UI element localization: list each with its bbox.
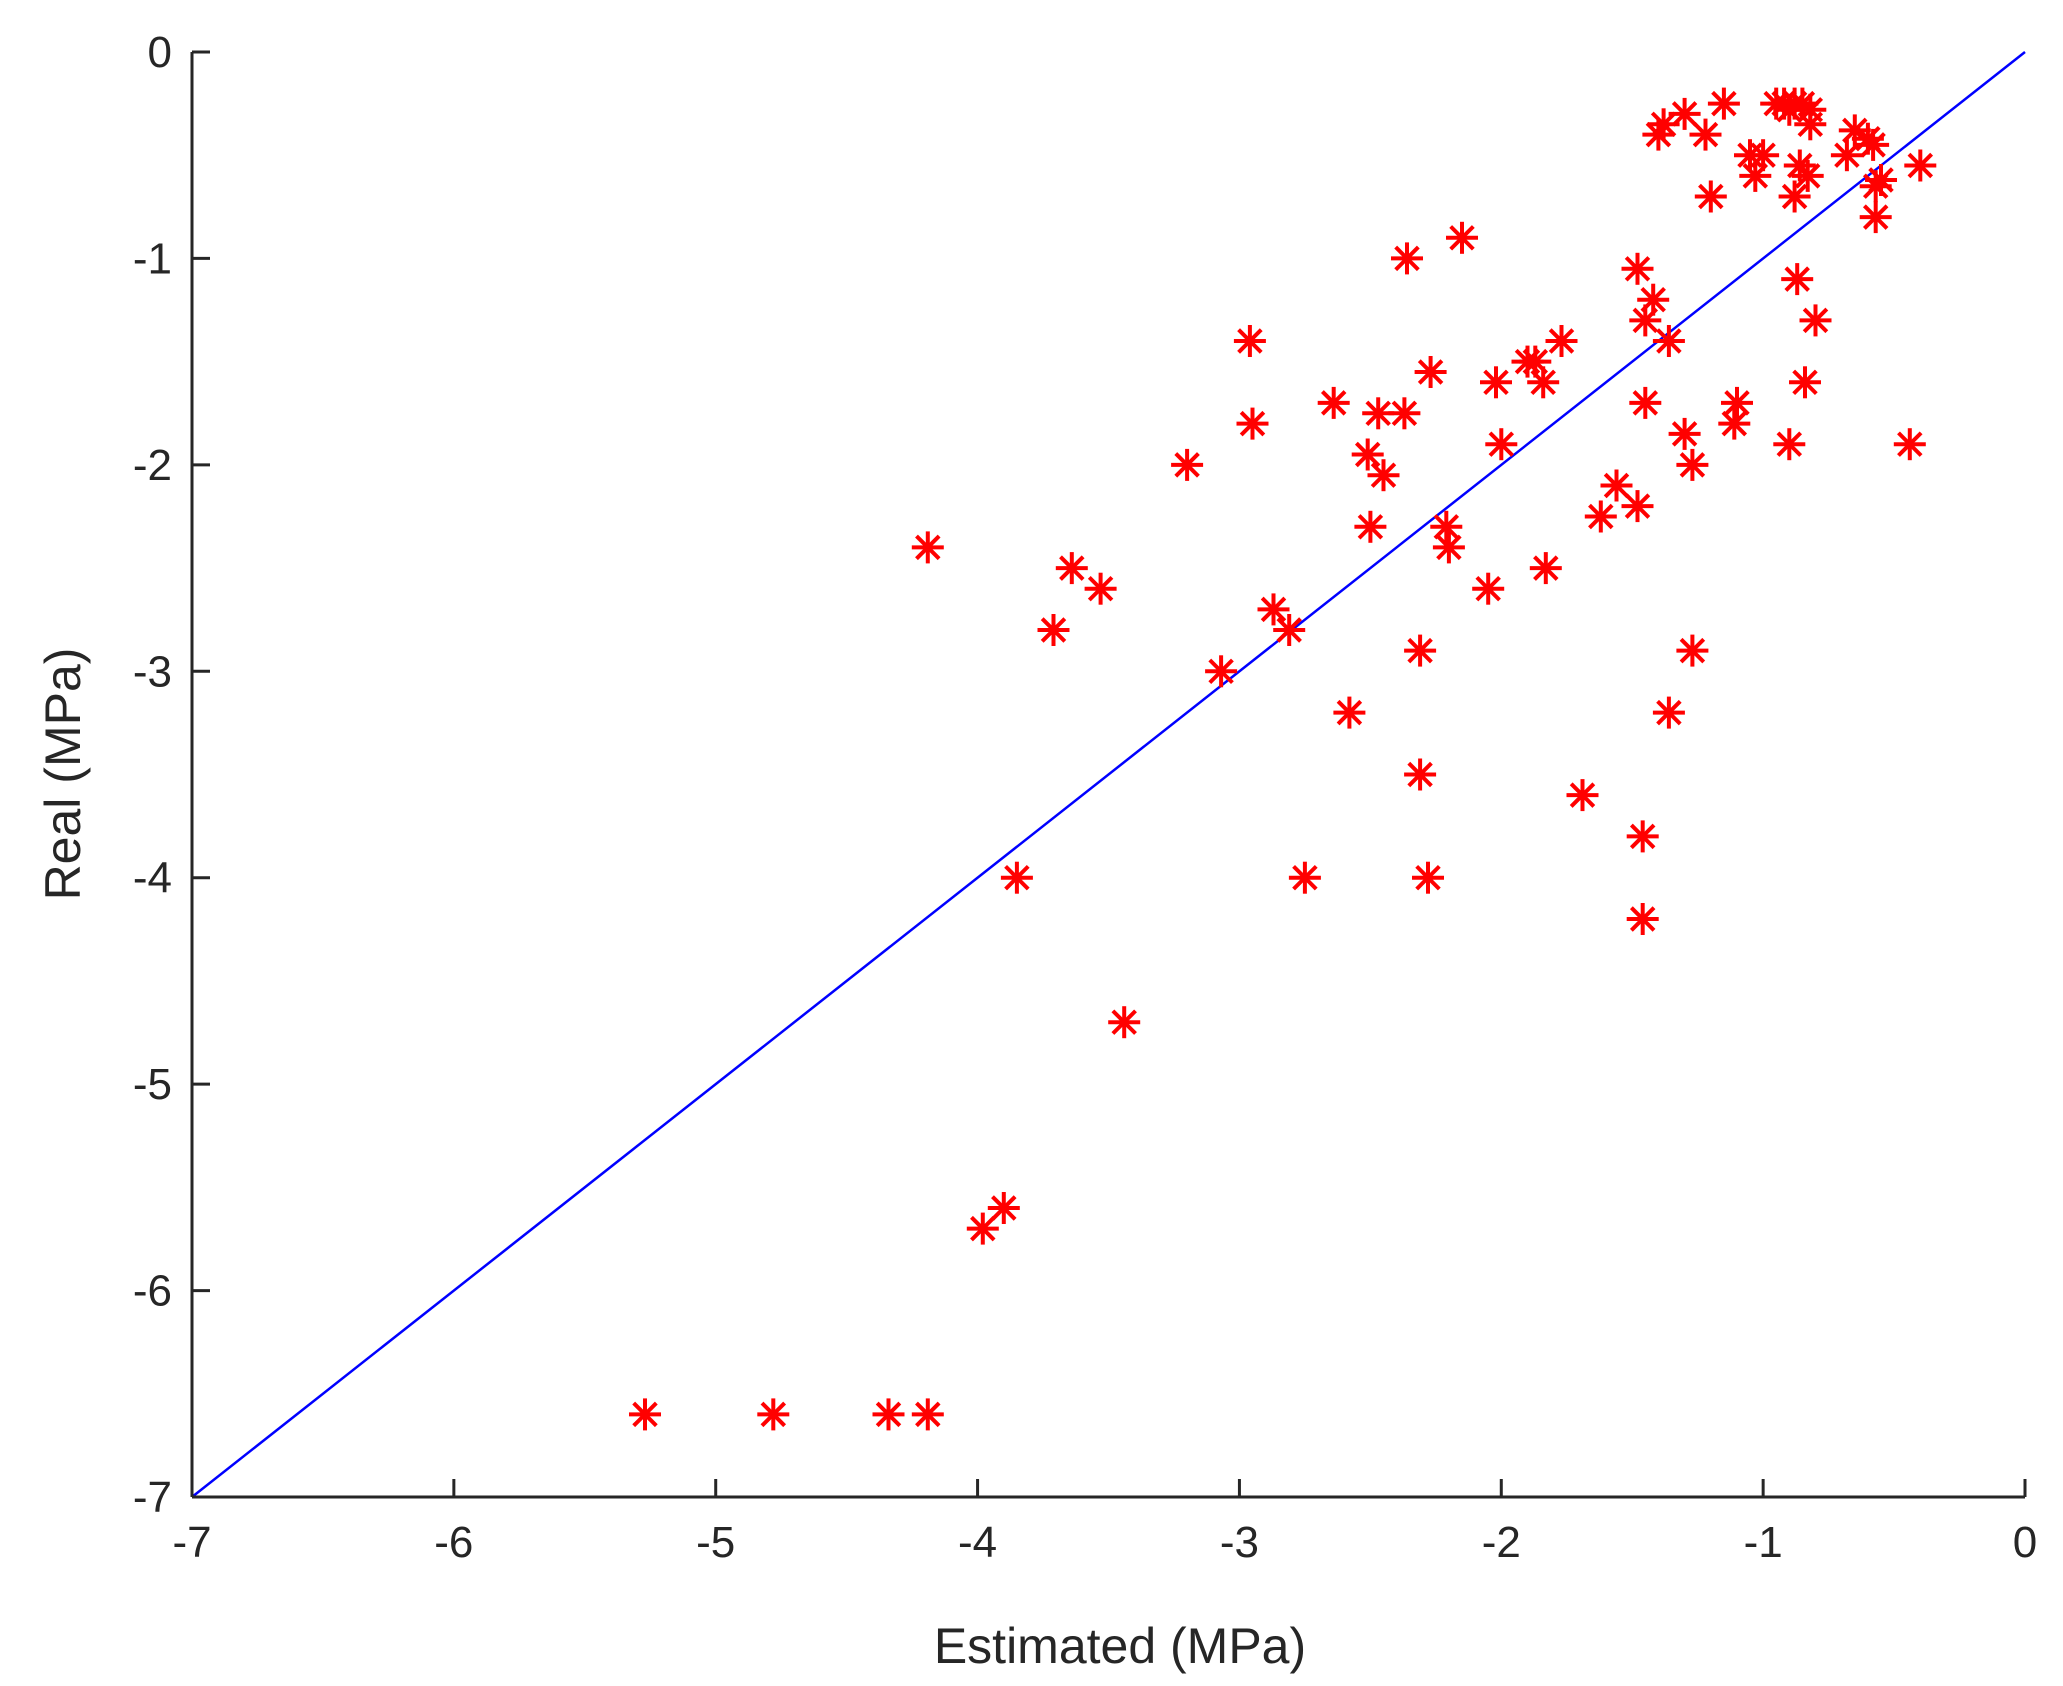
x-tick-label: -3 <box>1220 1518 1259 1567</box>
data-point <box>1904 149 1937 182</box>
data-point <box>1233 325 1266 357</box>
y-tick-label: -5 <box>133 1060 172 1109</box>
x-tick-label: -1 <box>1744 1518 1783 1567</box>
data-point <box>1859 170 1892 203</box>
data-point <box>1600 469 1633 502</box>
x-tick-label: -7 <box>172 1518 211 1567</box>
data-point <box>1694 180 1727 213</box>
data-point <box>1317 386 1350 419</box>
x-tick-label: -6 <box>434 1518 473 1567</box>
data-point <box>1084 572 1117 605</box>
data-point <box>1652 325 1685 357</box>
data-point <box>1480 366 1512 399</box>
data-point <box>1629 304 1662 337</box>
data-point <box>1414 356 1447 388</box>
data-point <box>1676 634 1709 667</box>
data-point <box>1412 861 1444 894</box>
data-point <box>1781 263 1814 296</box>
data-point <box>1037 614 1070 646</box>
x-tick-label: -4 <box>958 1518 997 1567</box>
reference-line <box>191 51 2026 1498</box>
data-point <box>1789 366 1821 399</box>
data-point <box>1000 861 1033 894</box>
data-point <box>1689 118 1722 151</box>
data-point <box>1404 758 1437 791</box>
data-point <box>1527 366 1560 399</box>
data-point <box>1794 108 1827 141</box>
data-point <box>757 1398 790 1431</box>
y-tick-label: -2 <box>133 441 172 490</box>
data-point <box>1773 428 1806 461</box>
y-tick-label: -4 <box>133 854 172 903</box>
data-point <box>966 1212 999 1245</box>
data-point <box>1721 386 1753 419</box>
x-axis-label: Estimated (MPa) <box>934 1618 1306 1674</box>
data-point <box>1629 386 1662 419</box>
y-tick-label: -6 <box>133 1267 172 1316</box>
data-point <box>1257 593 1290 626</box>
data-point <box>1529 552 1562 585</box>
data-point <box>1351 438 1384 471</box>
data-point <box>1668 417 1701 450</box>
data-point <box>1668 97 1701 130</box>
data-point <box>1432 531 1465 564</box>
data-point <box>1783 149 1816 182</box>
data-point <box>1799 304 1832 337</box>
data-point <box>1545 325 1578 357</box>
y-tick-label: -7 <box>133 1473 172 1522</box>
data-point <box>1055 552 1088 585</box>
data-point <box>1739 159 1772 192</box>
data-point <box>1171 448 1204 481</box>
data-point <box>1621 490 1654 523</box>
data-point <box>1626 903 1659 935</box>
data-point <box>1205 655 1238 688</box>
data-point <box>872 1398 905 1431</box>
data-point <box>1391 242 1423 275</box>
data-point <box>1707 87 1740 120</box>
data-point <box>1893 428 1926 461</box>
data-point <box>1773 93 1806 126</box>
data-point <box>1859 201 1892 234</box>
data-point <box>1273 614 1306 646</box>
data-point <box>1626 820 1659 853</box>
data-point <box>629 1398 661 1431</box>
data-point <box>1676 448 1709 481</box>
marker-layer <box>629 87 1937 1431</box>
x-tick-label: 0 <box>2013 1518 2037 1567</box>
reference-line-layer <box>191 51 2026 1498</box>
y-axis-label: Real (MPa) <box>35 648 91 901</box>
data-point <box>1108 1006 1141 1039</box>
x-tick-label: -5 <box>696 1518 735 1567</box>
data-point <box>1584 500 1617 533</box>
data-point <box>1367 459 1400 492</box>
y-tick-label: -3 <box>133 647 172 696</box>
data-point <box>1778 180 1811 213</box>
data-point <box>1652 696 1685 729</box>
x-tick-label: -2 <box>1482 1518 1521 1567</box>
data-point <box>1430 510 1463 543</box>
y-tick-label: 0 <box>148 28 172 77</box>
data-point <box>911 1398 944 1431</box>
data-point <box>1485 428 1518 461</box>
y-tick-label: -1 <box>133 234 172 283</box>
data-point <box>1472 572 1505 605</box>
data-point <box>1446 221 1478 254</box>
data-point <box>987 1192 1020 1224</box>
data-point <box>1388 397 1421 430</box>
data-point <box>1647 108 1680 141</box>
data-point <box>1333 696 1366 729</box>
data-point <box>1288 861 1321 894</box>
data-point <box>1236 407 1269 440</box>
data-point <box>1566 779 1599 812</box>
data-point <box>1404 634 1437 667</box>
data-point <box>1857 128 1890 161</box>
data-point <box>1354 510 1387 543</box>
data-point <box>1830 139 1863 172</box>
axes-layer: -7 -6 -5 -4 -3 -2 -1 0 -7 -6 -5 -4 -3 -2 -1 0 <box>133 28 2037 1567</box>
data-point <box>911 531 944 564</box>
data-point <box>1621 252 1654 285</box>
data-point <box>1718 407 1751 440</box>
